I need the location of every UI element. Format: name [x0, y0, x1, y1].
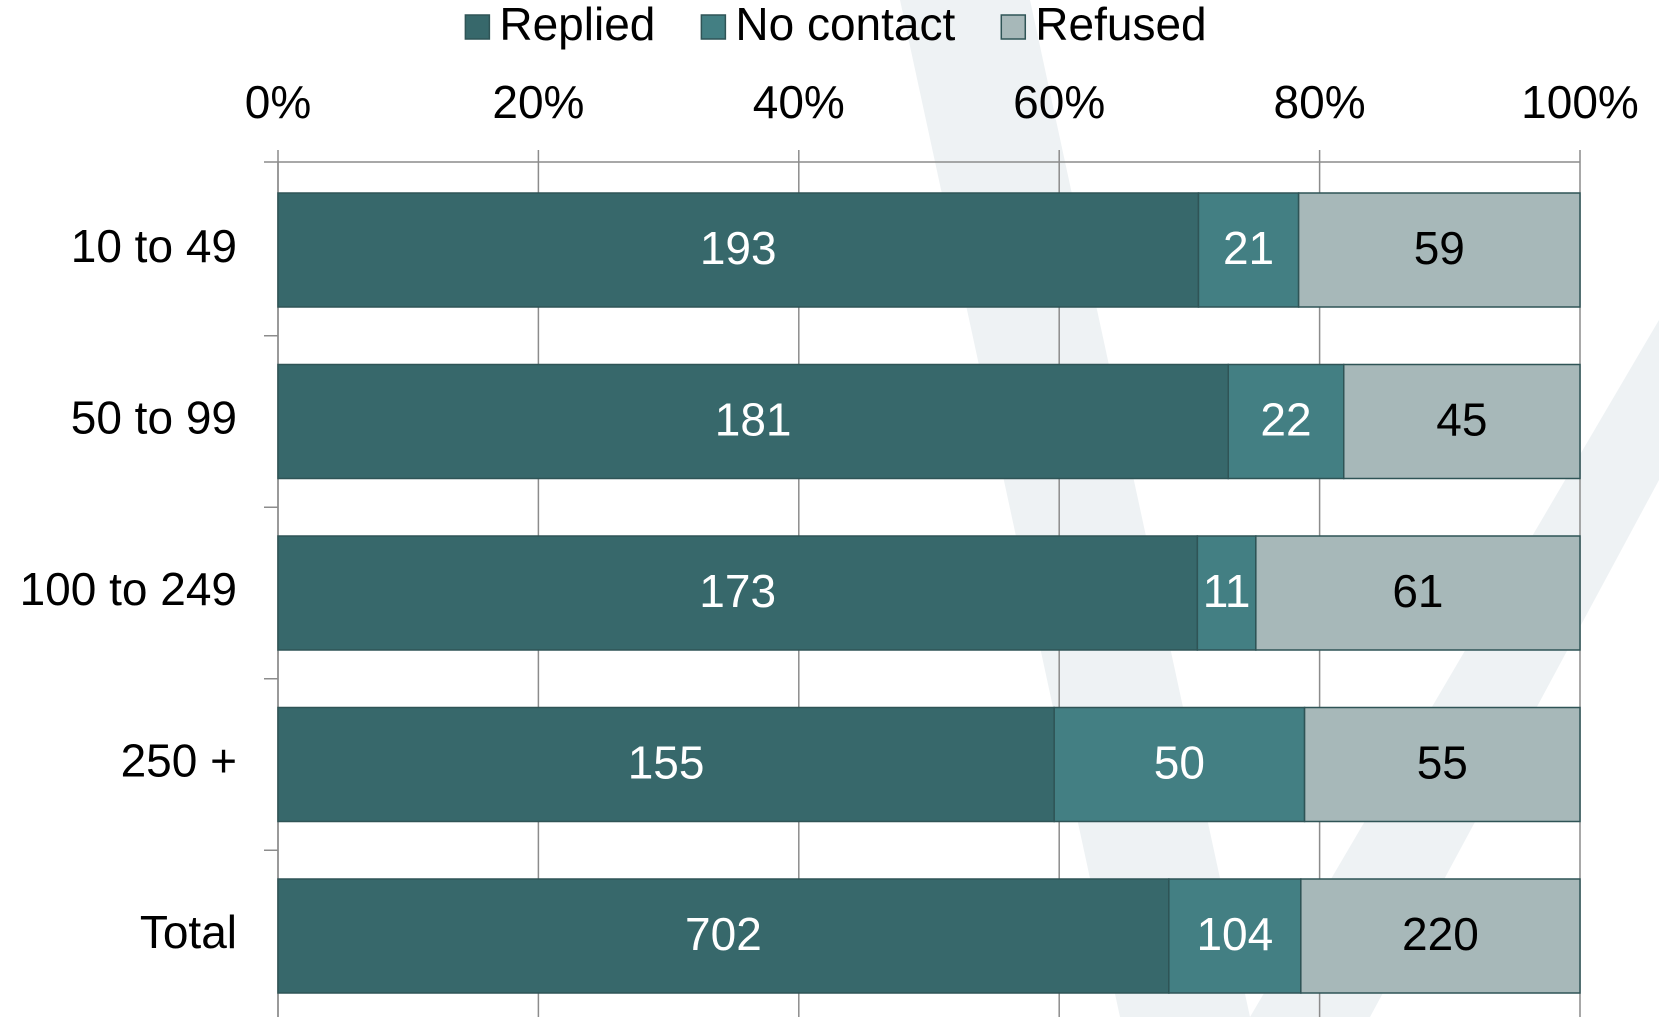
bar-segment	[1300, 878, 1581, 994]
data-label: 55	[1417, 737, 1468, 789]
x-tick-label: 80%	[1274, 76, 1366, 128]
legend-label: Replied	[499, 0, 655, 50]
x-tick-label: 20%	[492, 76, 584, 128]
legend-swatch	[1000, 14, 1027, 40]
data-label: 50	[1154, 737, 1205, 789]
watermark	[900, 0, 1250, 1017]
data-label: 155	[628, 737, 705, 789]
bar-segment	[1053, 706, 1306, 823]
y-tick-label: 50 to 99	[71, 392, 237, 444]
legend-label: No contact	[735, 0, 955, 50]
data-label: 104	[1196, 908, 1273, 960]
bar-segment	[277, 878, 1170, 994]
legend-swatch	[464, 14, 491, 40]
bar-segment	[277, 192, 1200, 308]
bar-segment	[1227, 363, 1345, 480]
data-label: 45	[1436, 394, 1487, 446]
data-label: 22	[1260, 394, 1311, 446]
x-tick-label: 40%	[753, 76, 845, 128]
bars	[277, 192, 1581, 994]
data-label: 11	[1203, 565, 1251, 617]
legend-label: Refused	[1035, 0, 1206, 50]
x-tick-label: 60%	[1013, 76, 1105, 128]
data-label: 181	[715, 394, 792, 446]
y-tick-label: 250 +	[121, 735, 237, 787]
bar-segment	[1297, 192, 1581, 308]
y-tick-label: 10 to 49	[71, 220, 237, 272]
data-label: 220	[1402, 908, 1479, 960]
labels: 0% 20% 40% 60% 80% 100% 10 to 49 193 21 59 50 to 9…	[20, 76, 1639, 960]
watermark	[1250, 320, 1659, 1017]
bar-segment	[1168, 878, 1302, 994]
data-label: 173	[699, 565, 776, 617]
bar-segment	[1343, 363, 1581, 480]
data-label: 59	[1414, 222, 1465, 274]
y-tick-label: Total	[140, 906, 237, 958]
bar-segment	[1197, 192, 1300, 308]
bar-segment	[277, 535, 1199, 651]
bar-segment	[1255, 535, 1581, 651]
bar-segment	[277, 363, 1229, 480]
data-label: 21	[1223, 222, 1274, 274]
data-label: 702	[685, 908, 762, 960]
data-label: 193	[700, 222, 777, 274]
bar-segment	[1303, 706, 1581, 823]
x-tick-label: 0%	[245, 76, 311, 128]
legend: Replied No contact Refused	[464, 0, 1207, 50]
legend-swatch	[700, 14, 727, 40]
data-label: 61	[1392, 565, 1443, 617]
bar-segment	[277, 706, 1055, 823]
x-tick-label: 100%	[1521, 76, 1639, 128]
y-tick-label: 100 to 249	[20, 563, 237, 615]
